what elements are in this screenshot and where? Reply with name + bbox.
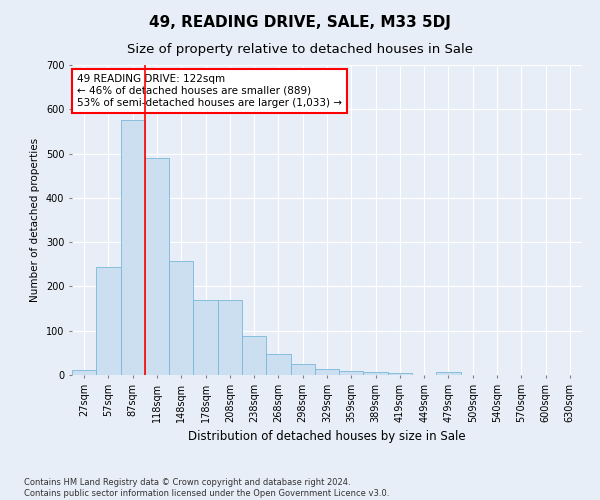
Text: Size of property relative to detached houses in Sale: Size of property relative to detached ho… [127, 42, 473, 56]
Y-axis label: Number of detached properties: Number of detached properties [31, 138, 40, 302]
Bar [364, 372, 388, 375]
Bar [290, 364, 315, 375]
Bar [72, 370, 96, 375]
Bar [242, 336, 266, 375]
Bar [388, 373, 412, 375]
Bar [218, 300, 242, 375]
Bar [96, 268, 121, 375]
Bar [145, 158, 169, 375]
Bar [169, 260, 193, 375]
Text: 49 READING DRIVE: 122sqm
← 46% of detached houses are smaller (889)
53% of semi-: 49 READING DRIVE: 122sqm ← 46% of detach… [77, 74, 342, 108]
Bar [193, 300, 218, 375]
Bar [339, 370, 364, 375]
Bar [436, 372, 461, 375]
Text: Contains HM Land Registry data © Crown copyright and database right 2024.
Contai: Contains HM Land Registry data © Crown c… [24, 478, 389, 498]
Bar [266, 354, 290, 375]
Text: 49, READING DRIVE, SALE, M33 5DJ: 49, READING DRIVE, SALE, M33 5DJ [149, 15, 451, 30]
X-axis label: Distribution of detached houses by size in Sale: Distribution of detached houses by size … [188, 430, 466, 444]
Bar [315, 369, 339, 375]
Bar [121, 120, 145, 375]
